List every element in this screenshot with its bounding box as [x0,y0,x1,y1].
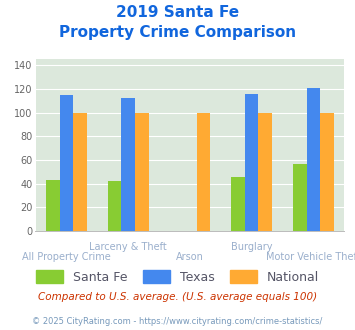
Text: Larceny & Theft: Larceny & Theft [89,242,167,251]
Bar [46,180,60,231]
Bar [73,113,87,231]
Bar [60,95,73,231]
Bar [108,181,121,231]
Text: Compared to U.S. average. (U.S. average equals 100): Compared to U.S. average. (U.S. average … [38,292,317,302]
Bar [121,98,135,231]
Bar [231,177,245,231]
Bar [320,113,334,231]
Bar [197,113,210,231]
Bar [307,88,320,231]
Bar [293,164,307,231]
Legend: Santa Fe, Texas, National: Santa Fe, Texas, National [31,265,324,289]
Text: Burglary: Burglary [231,242,272,251]
Text: Motor Vehicle Theft: Motor Vehicle Theft [266,252,355,262]
Bar [258,113,272,231]
Text: 2019 Santa Fe: 2019 Santa Fe [116,5,239,20]
Bar [245,94,258,231]
Bar [135,113,148,231]
Text: Arson: Arson [176,252,204,262]
Text: All Property Crime: All Property Crime [22,252,111,262]
Text: © 2025 CityRating.com - https://www.cityrating.com/crime-statistics/: © 2025 CityRating.com - https://www.city… [32,317,323,326]
Text: Property Crime Comparison: Property Crime Comparison [59,25,296,40]
